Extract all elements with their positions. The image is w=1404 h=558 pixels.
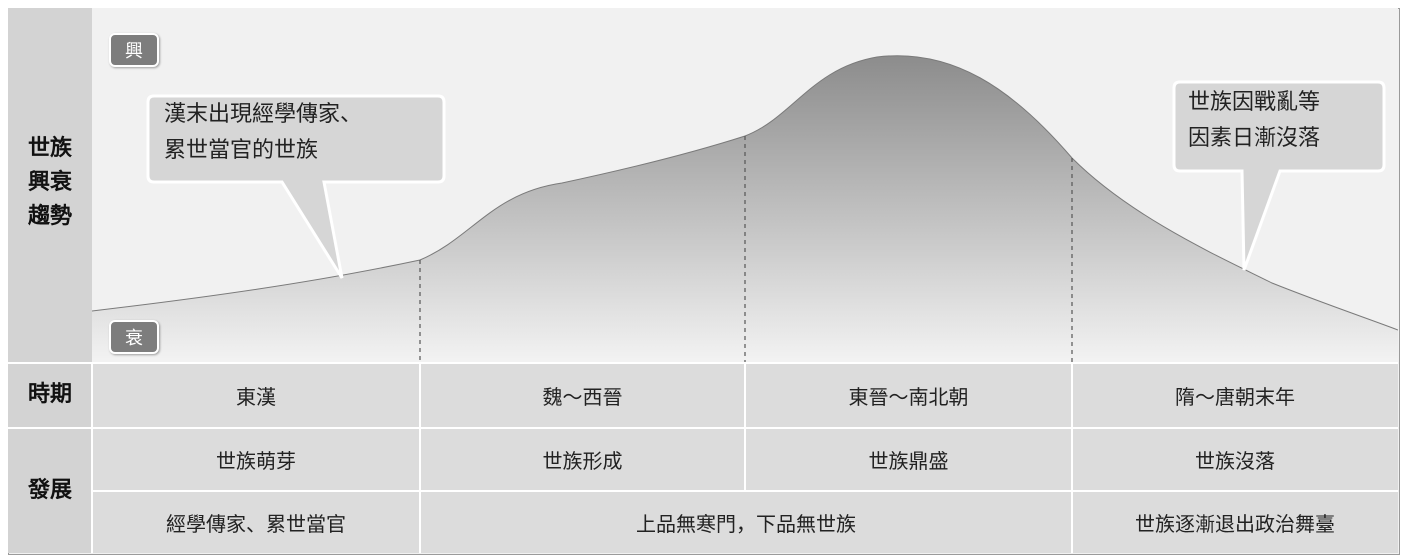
stage-cell: 世族形成 — [420, 429, 745, 490]
period-text: 隋～唐朝末年 — [1175, 384, 1295, 409]
detail-text: 世族逐漸退出政治舞臺 — [1135, 512, 1335, 536]
detail-text: 經學傳家、累世當官 — [166, 512, 346, 536]
detail-text: 上品無寒門，下品無世族 — [636, 512, 856, 536]
low-tag: 衰 — [109, 320, 159, 354]
stage-text: 世族沒落 — [1195, 449, 1275, 473]
stage-cell: 世族萌芽 — [92, 429, 420, 490]
col-divider — [91, 363, 93, 553]
period-label: 時期 — [8, 363, 92, 427]
row-divider — [8, 427, 1398, 429]
label-column — [8, 8, 92, 553]
period-cell: 東晉～南北朝 — [745, 363, 1072, 427]
low-label: 衰 — [125, 328, 143, 349]
callout-right-bubble — [1172, 80, 1386, 271]
col-divider — [1071, 363, 1073, 553]
trend-label-text: 世族興衰趨勢 — [27, 136, 72, 229]
col-divider — [419, 363, 421, 553]
high-label: 興 — [125, 41, 143, 62]
detail-cell: 上品無寒門，下品無世族 — [420, 492, 1072, 553]
callout-left-line2: 累世當官的世族 — [164, 138, 319, 163]
period-cell: 東漢 — [92, 363, 420, 427]
detail-cell: 世族逐漸退出政治舞臺 — [1072, 492, 1398, 553]
trend-chart-area — [92, 8, 1398, 363]
period-text: 東晉～南北朝 — [848, 384, 969, 409]
high-tag: 興 — [109, 33, 159, 67]
detail-cell: 經學傳家、累世當官 — [92, 492, 420, 553]
period-cell: 隋～唐朝末年 — [1072, 363, 1398, 427]
period-text: 東漢 — [236, 384, 276, 409]
stage-text: 世族形成 — [542, 449, 623, 473]
stage-text: 世族萌芽 — [216, 449, 296, 473]
stage-cell: 世族鼎盛 — [745, 429, 1072, 490]
trend-curve-svg — [92, 55, 1398, 363]
development-label: 發展 — [8, 429, 92, 553]
callout-left-text: 漢末出現經學傳家、 累世當官的世族 — [164, 97, 362, 169]
callout-left-line1: 漢末出現經學傳家、 — [164, 102, 363, 127]
callout-right-text: 世族因戰亂等 因素日漸沒落 — [1188, 85, 1320, 157]
trend-label: 世族興衰趨勢 — [8, 128, 92, 238]
callout-right-line2: 因素日漸沒落 — [1188, 126, 1321, 151]
period-text: 魏～西晉 — [542, 384, 623, 409]
row-divider — [92, 490, 1398, 492]
stage-cell: 世族沒落 — [1072, 429, 1398, 490]
period-cell: 魏～西晉 — [420, 363, 745, 427]
period-label-text: 時期 — [27, 382, 72, 407]
callout-left-bubble — [146, 94, 446, 279]
callout-right-line1: 世族因戰亂等 — [1188, 90, 1321, 115]
col-divider — [744, 363, 746, 490]
stage-text: 世族鼎盛 — [868, 449, 949, 473]
development-label-text: 發展 — [27, 478, 72, 503]
row-divider — [8, 362, 1398, 364]
